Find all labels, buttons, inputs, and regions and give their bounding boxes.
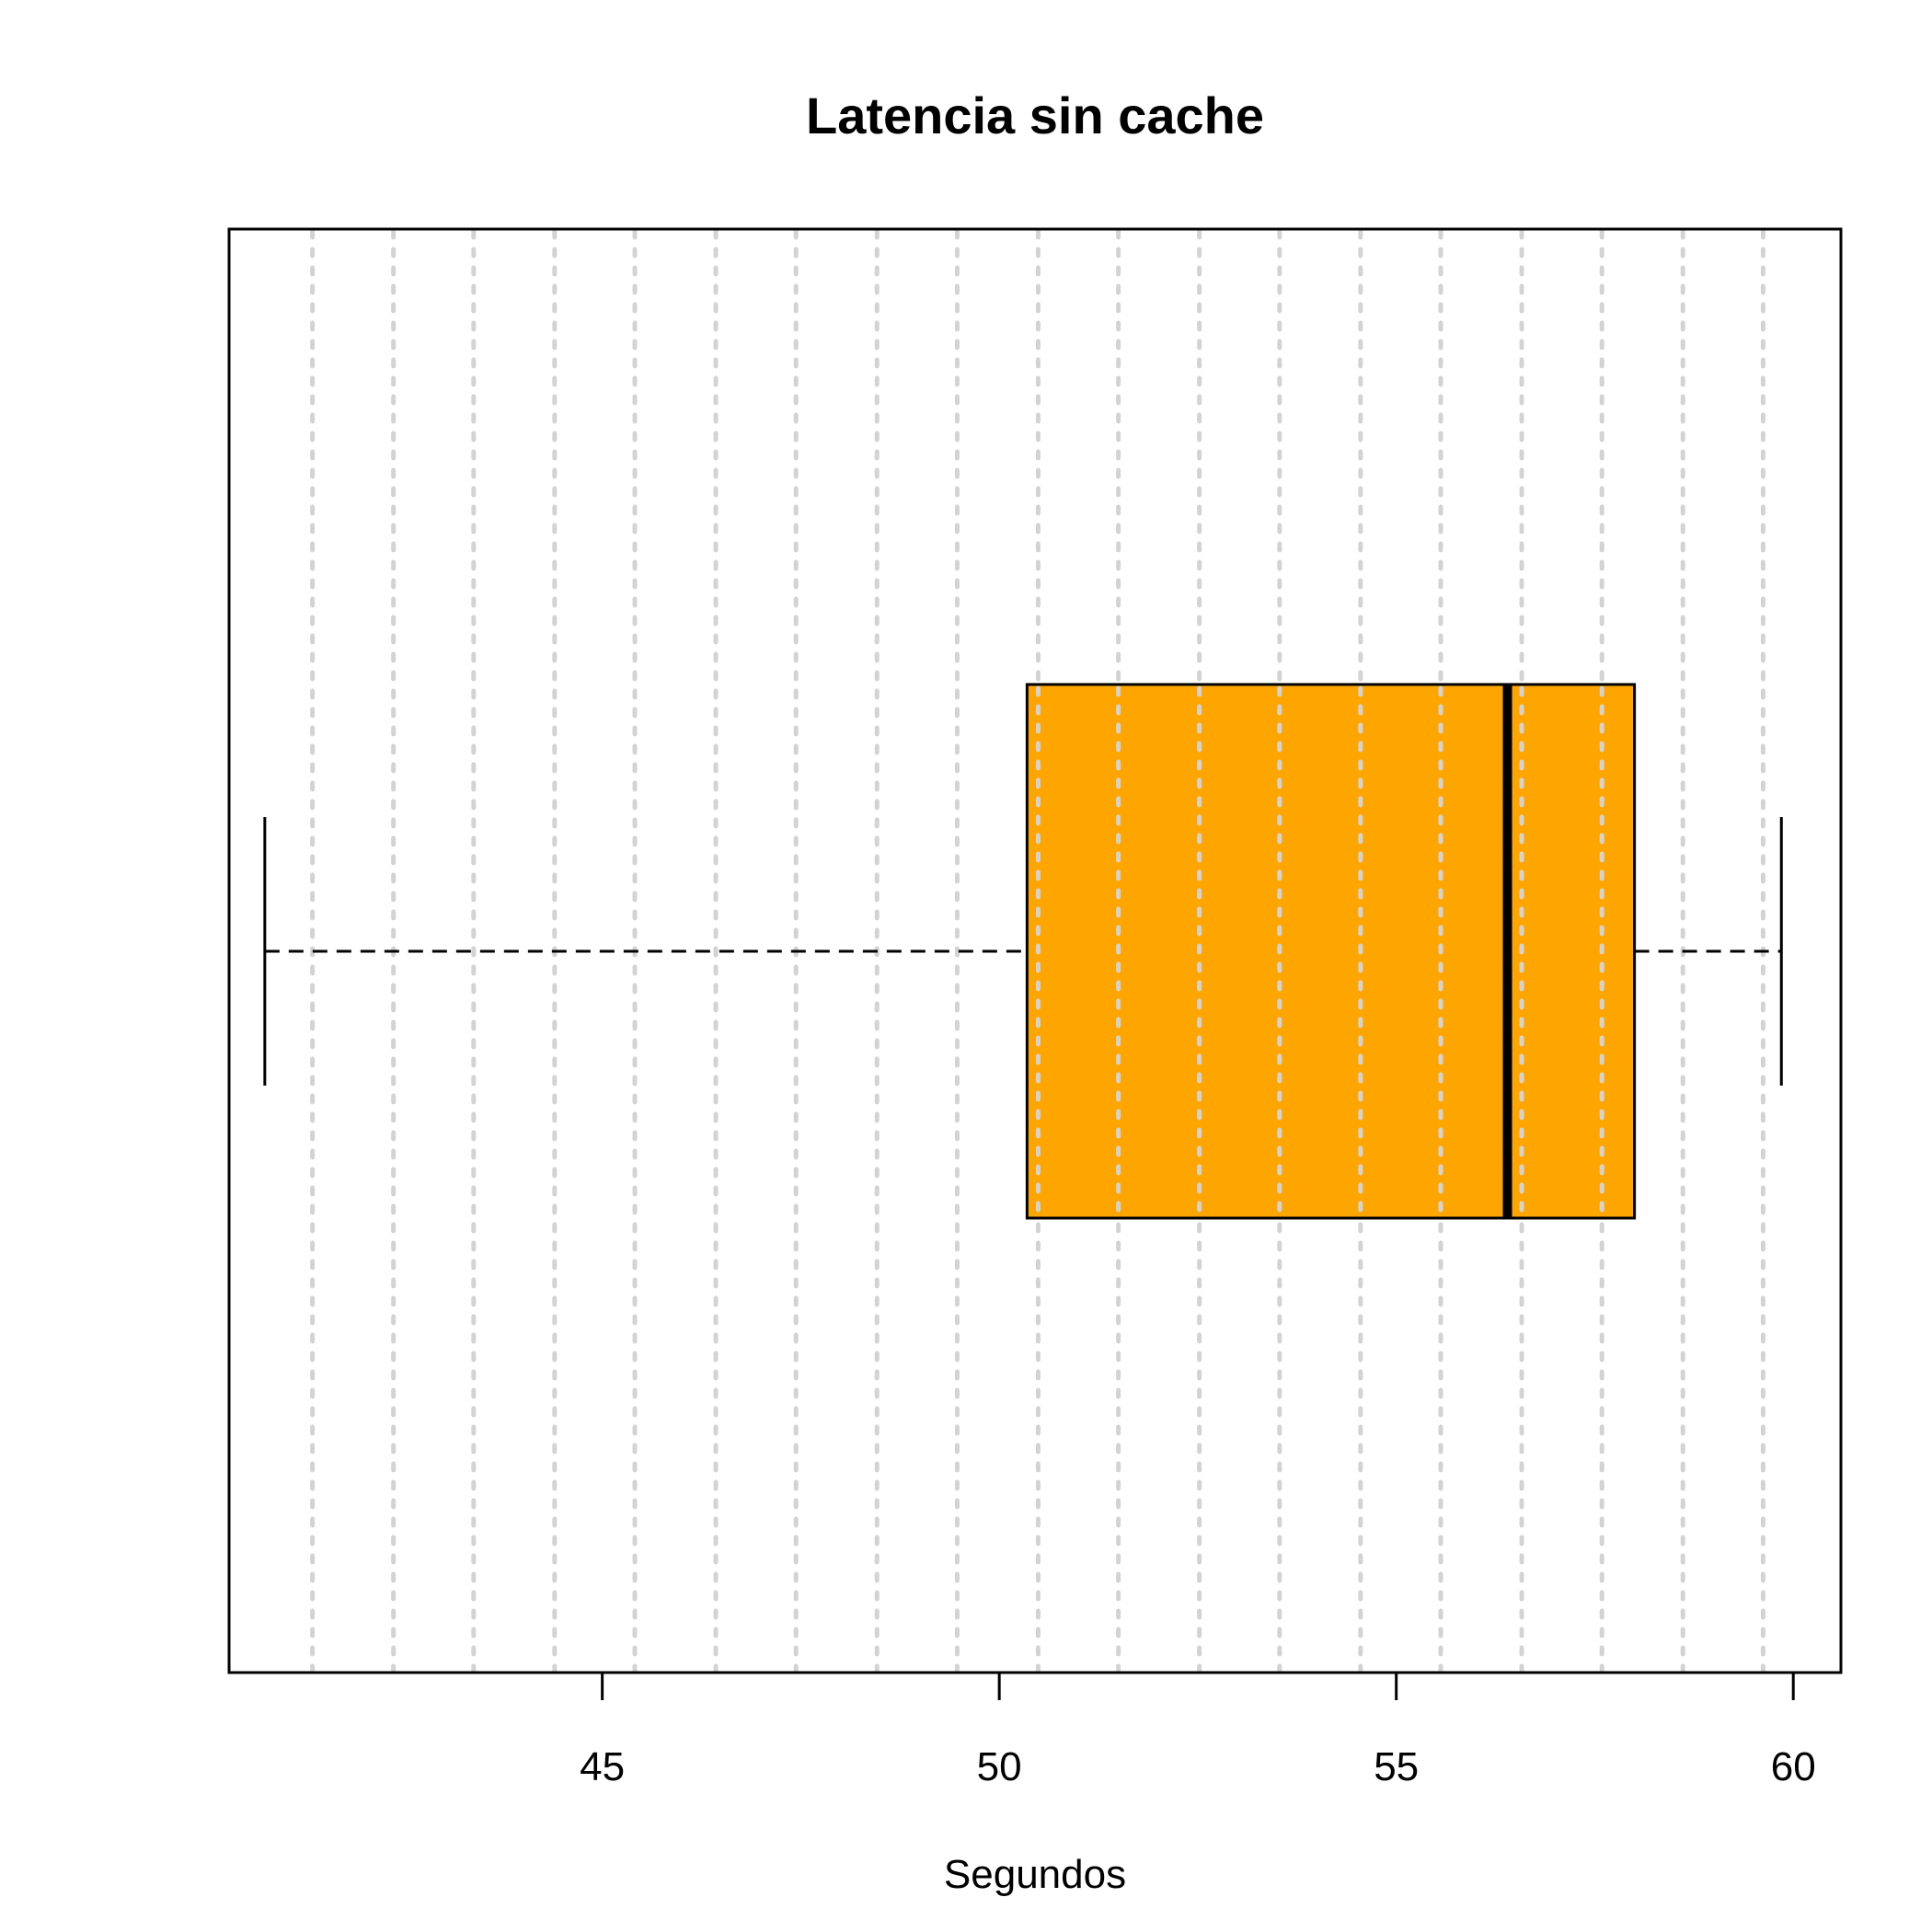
x-axis: 45 50 55 60 [580,1671,1816,1789]
box-fill [1027,684,1635,1218]
box-outline [1025,683,1637,1220]
x-tick-label-50: 50 [977,1744,1022,1789]
x-axis-label: Segundos [944,1852,1126,1897]
x-tick-label-45: 45 [580,1744,625,1789]
x-tick-label-55: 55 [1374,1744,1419,1789]
whiskers [263,817,1783,1086]
x-tick-label-60: 60 [1771,1744,1816,1789]
box [1025,683,1637,1220]
chart-title: Latencia sin cache [806,86,1264,144]
